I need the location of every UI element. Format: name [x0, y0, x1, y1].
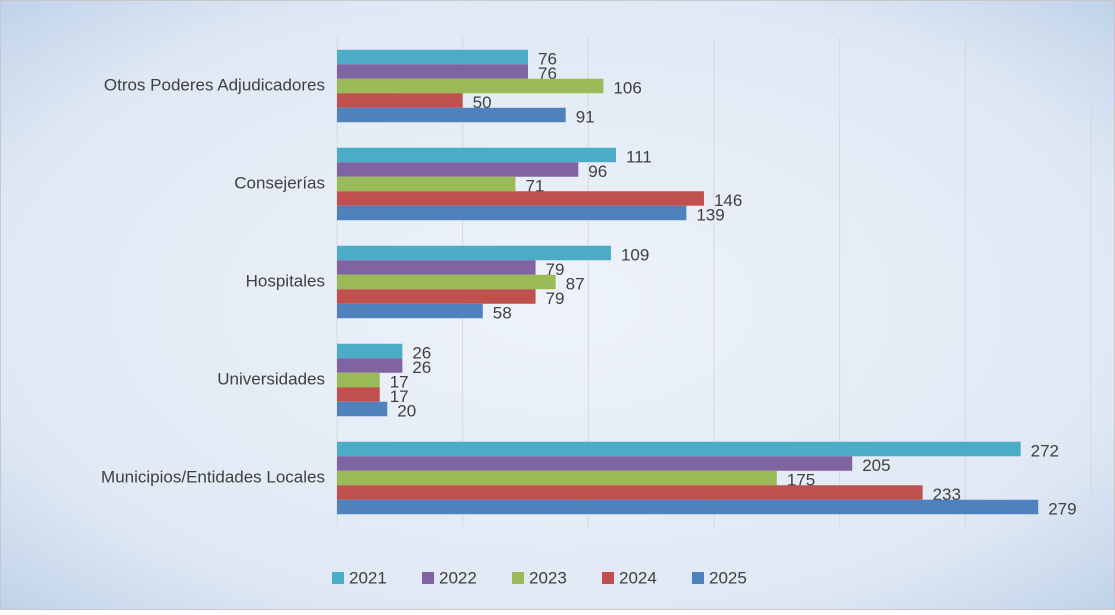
data-label: 76 — [538, 49, 557, 68]
data-label: 175 — [787, 470, 815, 489]
bar — [337, 191, 704, 206]
data-label: 26 — [412, 358, 431, 377]
legend-label: 2021 — [349, 568, 387, 587]
bar — [337, 147, 616, 163]
data-label: 50 — [473, 93, 492, 112]
data-label: 79 — [546, 260, 565, 279]
data-label: 111 — [626, 147, 652, 166]
bar — [337, 245, 611, 261]
data-label: 279 — [1048, 499, 1076, 518]
bar — [337, 372, 380, 388]
legend-swatch — [602, 572, 614, 584]
bar — [337, 387, 380, 402]
data-label: 106 — [613, 78, 641, 97]
bar — [337, 456, 853, 471]
data-label: 87 — [566, 274, 585, 293]
bar — [337, 441, 1021, 457]
data-label: 146 — [714, 191, 742, 210]
legend-label: 2024 — [619, 568, 657, 587]
bar — [337, 470, 777, 486]
legend-swatch — [332, 572, 344, 584]
bar — [337, 205, 687, 221]
legend-label: 2022 — [439, 568, 477, 587]
bar — [337, 499, 1039, 515]
data-label: 233 — [933, 485, 961, 504]
bar — [337, 93, 463, 108]
category-label: Municipios/Entidades Locales — [101, 467, 325, 486]
bar — [337, 162, 579, 177]
bar — [337, 260, 536, 275]
bar — [337, 176, 516, 192]
bar — [337, 401, 388, 417]
data-label: 71 — [525, 176, 544, 195]
data-label: 79 — [546, 289, 565, 308]
bar — [337, 78, 604, 94]
data-label: 139 — [696, 205, 724, 224]
data-label: 272 — [1031, 441, 1059, 460]
data-label: 17 — [390, 387, 409, 406]
bar — [337, 289, 536, 304]
data-label: 91 — [576, 107, 595, 126]
data-label: 205 — [862, 456, 890, 475]
data-label: 109 — [621, 245, 649, 264]
category-label: Consejerías — [234, 173, 325, 192]
data-label: 17 — [390, 372, 409, 391]
data-label: 26 — [412, 343, 431, 362]
bar — [337, 107, 566, 123]
bar — [337, 485, 923, 500]
bar — [337, 343, 403, 359]
data-label: 76 — [538, 64, 557, 83]
bar — [337, 303, 483, 319]
data-label: 58 — [493, 303, 512, 322]
bar — [337, 64, 529, 79]
data-label: 20 — [397, 401, 416, 420]
legend-label: 2023 — [529, 568, 567, 587]
category-label: Otros Poderes Adjudicadores — [104, 75, 325, 94]
bar — [337, 274, 556, 290]
bar — [337, 358, 403, 373]
legend-swatch — [422, 572, 434, 584]
legend-swatch — [692, 572, 704, 584]
legend-label: 2025 — [709, 568, 747, 587]
category-label: Hospitales — [246, 271, 325, 290]
category-label: Universidades — [217, 369, 325, 388]
bar — [337, 49, 529, 65]
data-label: 96 — [588, 162, 607, 181]
legend-swatch — [512, 572, 524, 584]
